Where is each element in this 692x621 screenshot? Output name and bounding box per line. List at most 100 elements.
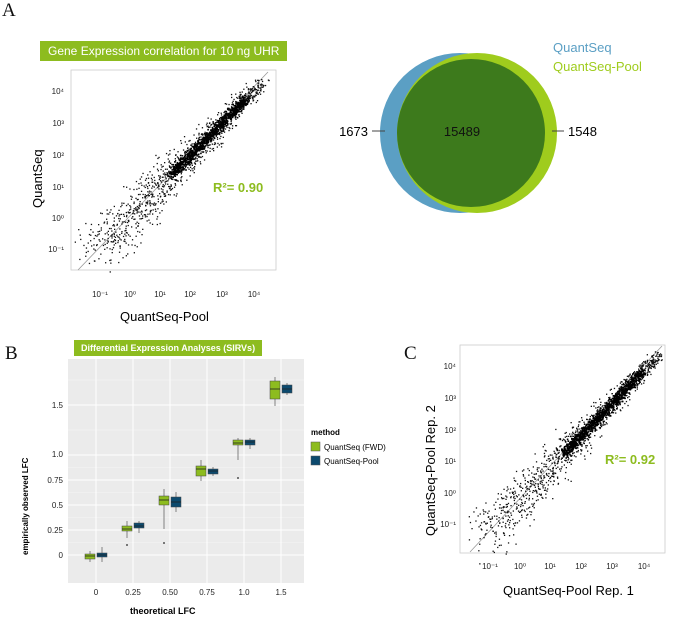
scatter-point [495, 531, 497, 533]
scatter-point [127, 244, 130, 246]
scatter-point [212, 133, 215, 136]
scatter-point [130, 208, 132, 210]
scatter-point [585, 447, 587, 449]
scatter-point [634, 390, 637, 392]
scatter-point [201, 155, 204, 158]
scatter-point [253, 96, 255, 98]
scatter-point [205, 140, 208, 143]
scatter-point [178, 164, 181, 167]
scatter-point [639, 378, 641, 380]
scatter-point [618, 397, 620, 399]
scatter-point [149, 222, 151, 224]
scatter-point [217, 114, 219, 116]
scatter-point [544, 487, 546, 489]
scatter-point [155, 183, 157, 185]
scatter-point [625, 392, 627, 394]
scatter-point [513, 479, 516, 482]
scatter-point [510, 514, 513, 516]
scatter-point [513, 477, 515, 479]
scatter-point [490, 526, 492, 528]
scatter-point [118, 251, 121, 253]
scatter-point [132, 213, 134, 215]
scatter-point [564, 436, 566, 438]
scatter-point [159, 222, 161, 225]
scatter-point [189, 166, 192, 168]
scatter-point [622, 396, 625, 399]
scatter-point [230, 114, 233, 116]
scatter-point [233, 109, 236, 112]
scatter-point [212, 122, 215, 125]
scatter-point [624, 386, 626, 389]
scatter-point [139, 203, 141, 205]
scatter-point [187, 154, 189, 156]
scatter-point [162, 173, 165, 175]
scatter-point [641, 368, 644, 371]
scatter-point [623, 395, 625, 397]
scatter-point [223, 120, 226, 122]
scatter-point [200, 146, 202, 148]
scatter-point [178, 162, 180, 165]
scatter-point [599, 421, 601, 423]
scatter-point [192, 156, 194, 158]
scatter-point [518, 494, 520, 496]
scatter-point [536, 495, 539, 497]
scatter-point [129, 205, 131, 207]
scatter-point [526, 488, 528, 490]
scatter-point [225, 125, 227, 127]
scatter-point [227, 123, 229, 125]
scatter-point [127, 234, 130, 236]
scatter-point [580, 449, 582, 451]
scatter-point [483, 537, 485, 539]
scatter-point [126, 232, 128, 234]
scatter-point [224, 120, 227, 122]
scatter-point [632, 373, 634, 375]
scatter-point [194, 158, 196, 160]
scatter-point [184, 154, 187, 157]
scatter-point [558, 458, 560, 460]
scatter-point [153, 166, 155, 168]
scatter-point [222, 116, 224, 118]
scatter-point [598, 406, 600, 408]
scatter-point [213, 150, 215, 152]
scatter-point [608, 397, 610, 399]
scatter-point [125, 227, 127, 230]
scatter-point [497, 525, 500, 527]
scatter-point [557, 466, 559, 468]
scatter-point [490, 518, 492, 520]
scatter-point [643, 375, 645, 378]
scatter-point [601, 416, 604, 419]
scatter-point [259, 93, 262, 95]
scatter-point [189, 152, 191, 154]
scatter-point [206, 140, 209, 142]
scatter-point [517, 510, 520, 512]
scatter-point [571, 435, 573, 437]
scatter-point [209, 135, 211, 137]
scatter-point [219, 119, 221, 122]
boxplot-x-tick: 0.75 [199, 588, 215, 597]
scatter-point [490, 524, 492, 526]
scatter-point [169, 166, 171, 168]
scatter-point [564, 459, 566, 461]
scatter-point [646, 372, 648, 374]
scatter-point [620, 410, 622, 412]
scatter-point [211, 132, 214, 134]
scatter-point [563, 453, 566, 455]
scatter-point [135, 223, 137, 225]
scatter-point [189, 160, 191, 163]
scatter-point [522, 495, 525, 497]
scatter-point [177, 151, 179, 153]
scatter-point [581, 435, 583, 437]
scatter-point [619, 390, 622, 392]
scatter-point [510, 496, 512, 498]
scatter-point [256, 91, 258, 93]
scatter-point [468, 516, 470, 518]
scatter-point [563, 439, 566, 441]
scatter-point [229, 123, 231, 125]
scatter-point [592, 427, 594, 429]
scatter-point [184, 162, 186, 164]
scatter-point [572, 449, 574, 451]
scatter-point [138, 207, 140, 210]
scatter-point [512, 492, 514, 494]
scatter-point [217, 125, 220, 128]
scatter-point [567, 447, 569, 449]
